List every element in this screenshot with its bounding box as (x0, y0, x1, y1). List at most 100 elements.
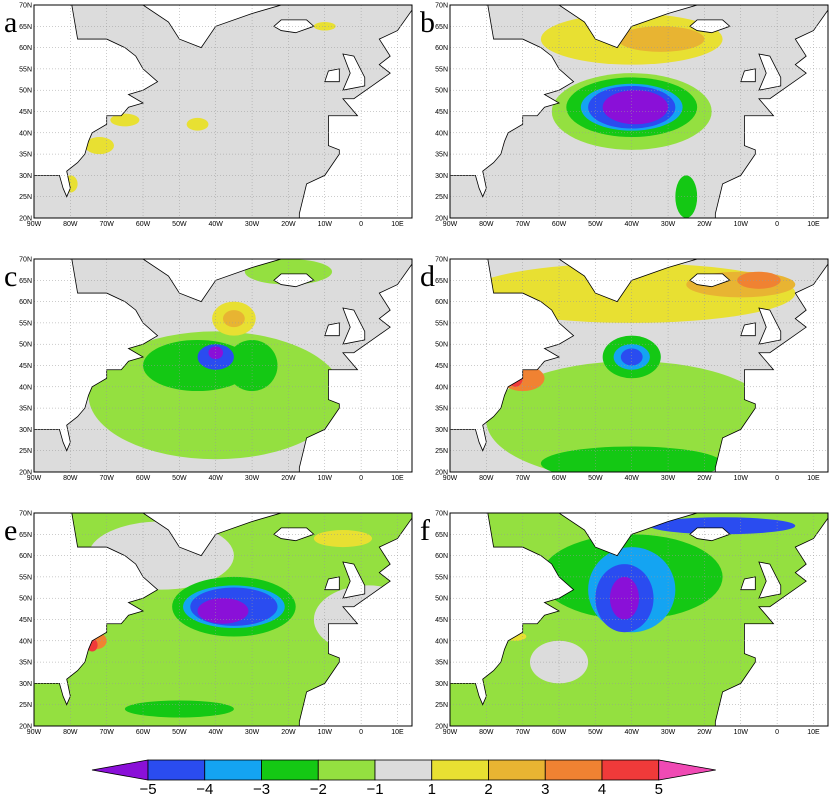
y-tick-label: 55N (435, 320, 448, 327)
land (758, 307, 782, 345)
anomaly-region (197, 598, 249, 624)
map-area (450, 259, 828, 472)
map-panel: 90W 80W 70W 60W 50W 40W 30W 20W 10W 0 10E 20N 25N 30N… (420, 511, 829, 736)
x-tick-label: 10E (391, 729, 404, 736)
panel-letter: f (420, 514, 430, 547)
anomaly-region (226, 339, 278, 392)
x-tick-label: 50W (172, 729, 187, 736)
y-tick-label: 25N (19, 194, 32, 201)
colorbar-box (544, 759, 603, 781)
land (34, 259, 159, 452)
x-tick-label: 90W (27, 475, 42, 482)
x-tick-label: 10W (734, 221, 749, 228)
y-tick-label: 55N (435, 66, 448, 73)
x-tick-label: 80W (479, 729, 494, 736)
y-tick-label: 25N (435, 194, 448, 201)
x-tick-label: 10E (807, 475, 820, 482)
colorbar-box (488, 759, 546, 781)
y-tick-label: 30N (435, 681, 448, 688)
x-tick-label: 0 (775, 729, 779, 736)
anomaly-region (617, 26, 705, 52)
x-tick-label: 80W (63, 221, 78, 228)
x-tick-label: 60W (552, 221, 567, 228)
y-tick-label: 45N (19, 363, 32, 370)
colorbar-box (261, 759, 319, 781)
y-tick-label: 55N (435, 574, 448, 581)
anomaly-region (529, 640, 589, 684)
y-tick-label: 45N (435, 617, 448, 624)
y-tick-label: 65N (435, 532, 448, 539)
land (558, 259, 698, 303)
y-tick-label: 25N (435, 702, 448, 709)
x-tick-label: 30W (661, 475, 676, 482)
map-panel: 90W 80W 70W 60W 50W 40W 30W 20W 10W 0 10E 20N 25N 30N… (4, 257, 413, 482)
y-tick-label: 45N (435, 363, 448, 370)
land (142, 259, 282, 303)
anomaly-region (602, 90, 669, 125)
y-tick-label: 45N (435, 109, 448, 116)
x-tick-label: 80W (63, 729, 78, 736)
y-tick-label: 20N (19, 216, 32, 223)
y-tick-label: 60N (19, 299, 32, 306)
land (450, 259, 575, 452)
y-tick-label: 70N (19, 257, 32, 264)
map-area (34, 5, 412, 218)
x-tick-label: 20W (281, 729, 296, 736)
map-area (450, 513, 828, 726)
x-tick-label: 30W (661, 221, 676, 228)
colorbar-label: 3 (541, 781, 549, 796)
x-tick-label: 90W (443, 729, 458, 736)
y-tick-label: 20N (435, 724, 448, 731)
x-tick-label: 30W (661, 729, 676, 736)
y-tick-label: 50N (435, 342, 448, 349)
y-tick-label: 20N (19, 470, 32, 477)
anomaly-region (223, 310, 245, 328)
colorbar-label: 4 (598, 781, 606, 796)
y-tick-label: 65N (19, 24, 32, 31)
x-tick-label: 20W (697, 729, 712, 736)
y-tick-label: 50N (19, 342, 32, 349)
y-tick-label: 70N (19, 3, 32, 10)
colorbar-label: 1 (428, 781, 436, 796)
x-tick-label: 10E (807, 221, 820, 228)
x-tick-label: 20W (697, 221, 712, 228)
y-tick-label: 45N (19, 109, 32, 116)
colorbar-label: 2 (484, 781, 492, 796)
colorbar-box (374, 759, 433, 781)
map-frame (449, 258, 829, 473)
x-tick-label: 50W (588, 729, 603, 736)
x-tick-label: 30W (245, 475, 260, 482)
y-tick-label: 30N (435, 173, 448, 180)
colorbar-box (317, 759, 376, 781)
land (324, 322, 340, 337)
y-tick-label: 65N (435, 24, 448, 31)
y-tick-label: 30N (19, 173, 32, 180)
colorbar-label: −1 (366, 781, 383, 796)
x-tick-label: 10W (318, 729, 333, 736)
colorbar-label: 5 (655, 781, 663, 796)
anomaly-region (737, 271, 781, 289)
y-tick-label: 20N (435, 470, 448, 477)
land (34, 5, 159, 198)
y-tick-label: 35N (19, 660, 32, 667)
x-tick-label: 90W (443, 221, 458, 228)
colorbar-box (204, 759, 262, 781)
x-tick-label: 40W (625, 475, 640, 482)
y-tick-label: 50N (19, 596, 32, 603)
x-tick-label: 60W (136, 221, 151, 228)
x-tick-label: 60W (136, 729, 151, 736)
x-tick-label: 50W (588, 221, 603, 228)
y-tick-label: 60N (435, 45, 448, 52)
land (342, 53, 366, 91)
colorbar-arrow (91, 759, 149, 781)
y-tick-label: 35N (435, 152, 448, 159)
x-tick-label: 50W (588, 475, 603, 482)
y-tick-label: 35N (19, 406, 32, 413)
y-tick-label: 60N (435, 299, 448, 306)
x-tick-label: 10E (807, 729, 820, 736)
x-tick-label: 80W (63, 475, 78, 482)
y-tick-label: 60N (19, 553, 32, 560)
land (740, 576, 756, 591)
x-tick-label: 80W (479, 475, 494, 482)
